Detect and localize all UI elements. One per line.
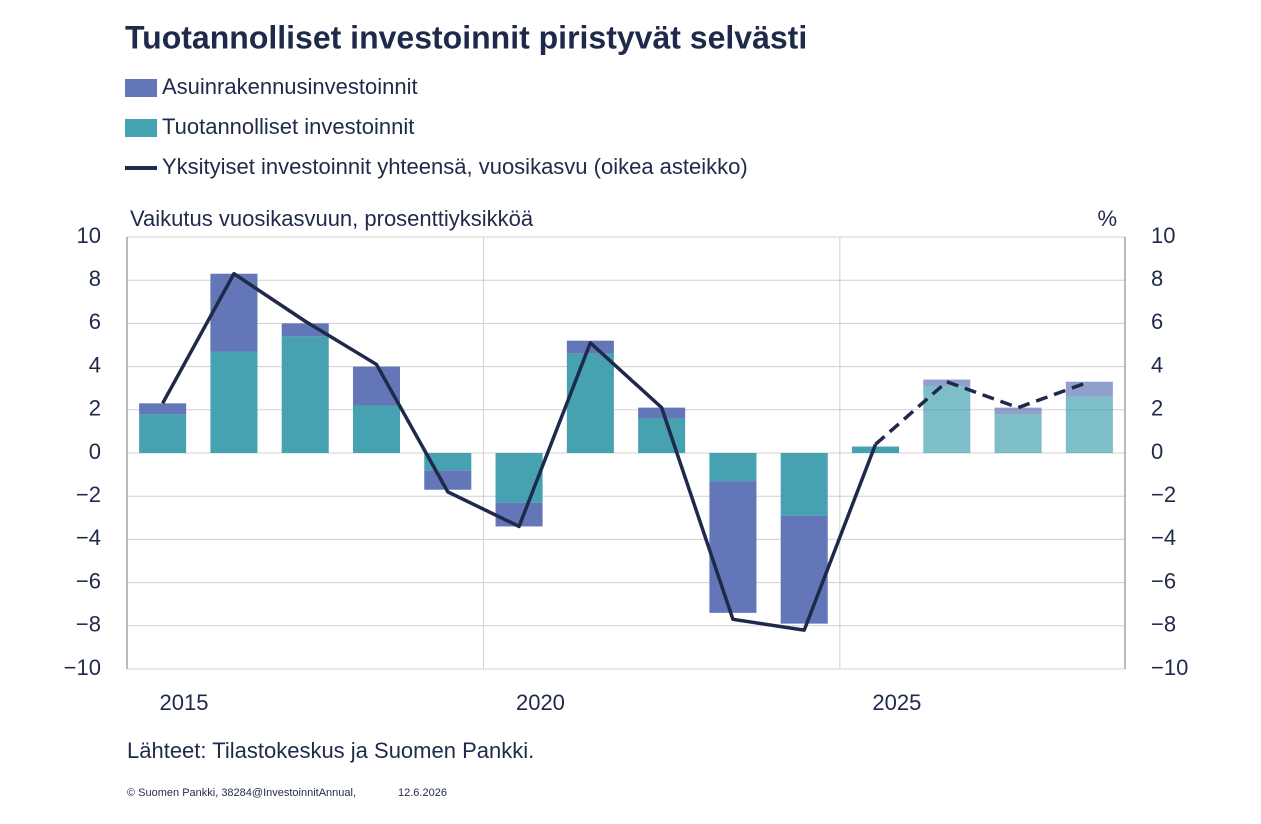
line — [874, 379, 1090, 446]
x-tick-label: 2025 — [872, 690, 921, 715]
legend-swatch — [125, 79, 157, 97]
date: 12.6.2026 — [398, 787, 447, 799]
chart-title: Tuotannolliset investoinnit piristyvät s… — [125, 19, 807, 55]
y2-tick-label: −8 — [1151, 612, 1176, 637]
bar — [352, 405, 401, 453]
y2-tick-label: −6 — [1151, 568, 1176, 593]
legend-label: Tuotannolliset investoinnit — [162, 114, 414, 139]
source: Lähteet: Tilastokeskus ja Suomen Pankki. — [127, 738, 534, 763]
y-axis-label: Vaikutus vuosikasvuun, prosenttiyksikköä — [130, 206, 534, 231]
y2-tick-label: 2 — [1151, 396, 1163, 421]
bar — [780, 453, 828, 516]
bar — [495, 453, 543, 503]
y2-tick-label: 10 — [1151, 223, 1175, 248]
bar — [851, 446, 900, 453]
bar — [709, 481, 757, 613]
y-tick-label: 6 — [89, 309, 101, 334]
legend-swatch — [125, 119, 157, 137]
y-tick-label: 10 — [77, 223, 101, 248]
bar — [424, 470, 472, 490]
bar — [1065, 396, 1113, 453]
legend-label: Yksityiset investoinnit yhteensä, vuosik… — [162, 154, 748, 179]
y2-tick-label: 6 — [1151, 309, 1163, 334]
bar — [923, 386, 971, 453]
bar — [139, 414, 187, 453]
y-tick-label: −6 — [76, 568, 101, 593]
bar — [709, 453, 757, 482]
bar — [210, 273, 258, 352]
y2-tick-label: −2 — [1151, 482, 1176, 507]
bar — [780, 515, 828, 624]
y2-tick-label: 4 — [1151, 352, 1163, 377]
y2-axis-label: % — [1097, 206, 1117, 231]
y-tick-label: 8 — [89, 266, 101, 291]
y-tick-label: −10 — [64, 655, 101, 680]
y-tick-label: 4 — [89, 352, 101, 377]
bar — [638, 418, 686, 453]
line — [161, 271, 878, 632]
bar — [994, 414, 1042, 453]
bar — [424, 453, 472, 471]
y2-tick-label: 8 — [1151, 266, 1163, 291]
legend-label: Asuinrakennusinvestoinnit — [162, 74, 418, 99]
footer: © Suomen Pankki, 38284@InvestoinnitAnnua… — [127, 787, 356, 799]
y2-tick-label: 0 — [1151, 439, 1163, 464]
y-tick-label: −8 — [76, 612, 101, 637]
bar — [210, 351, 258, 453]
y-tick-label: 2 — [89, 396, 101, 421]
bar — [352, 366, 401, 406]
y-tick-label: −4 — [76, 525, 101, 550]
x-tick-label: 2015 — [160, 690, 209, 715]
bar — [994, 407, 1042, 415]
y2-tick-label: −10 — [1151, 655, 1188, 680]
x-tick-label: 2020 — [516, 690, 565, 715]
y-tick-label: −2 — [76, 482, 101, 507]
y-tick-label: 0 — [89, 439, 101, 464]
bar — [281, 336, 329, 453]
bar — [139, 403, 187, 415]
y2-tick-label: −4 — [1151, 525, 1176, 550]
bar — [566, 353, 614, 453]
